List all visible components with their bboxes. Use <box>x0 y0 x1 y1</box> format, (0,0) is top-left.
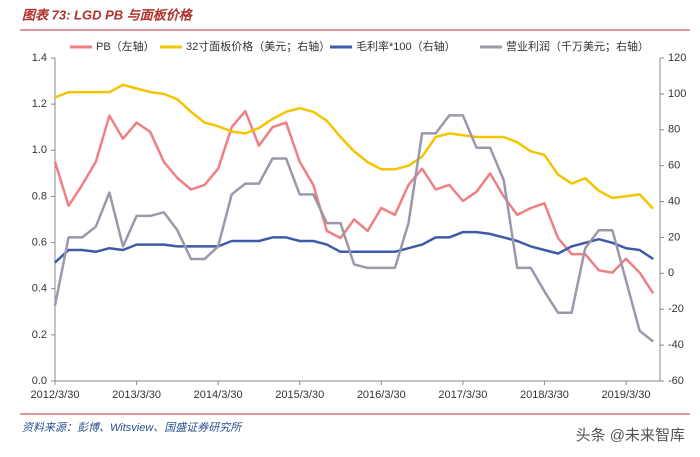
y2-tick-label: 100 <box>668 88 686 100</box>
y-tick-label: 1.2 <box>32 98 47 110</box>
y-tick-label: 0.8 <box>32 190 47 202</box>
watermark: 头条 @未来智库 <box>576 426 685 444</box>
series-line <box>54 230 654 264</box>
y2-tick-label: -60 <box>668 375 684 387</box>
y-tick-label: 0.0 <box>32 375 47 387</box>
y2-tick-label: 20 <box>668 231 680 243</box>
y2-tick-label: 40 <box>668 195 680 207</box>
legend-label: 毛利率*100（右轴） <box>356 39 456 53</box>
series-line <box>54 83 655 210</box>
x-tick-label: 2017/3/30 <box>438 389 487 401</box>
y2-tick-label: 120 <box>668 52 686 64</box>
x-tick-label: 2015/3/30 <box>275 389 324 401</box>
y-tick-label: 0.2 <box>32 329 47 341</box>
y2-tick-label: 0 <box>668 267 674 279</box>
y-tick-label: 0.4 <box>32 283 47 295</box>
y2-tick-label: -40 <box>668 339 684 351</box>
series-line <box>53 109 655 294</box>
x-tick-label: 2012/3/30 <box>31 389 80 401</box>
x-tick-label: 2019/3/30 <box>602 389 651 401</box>
y-tick-label: 1.4 <box>32 52 47 64</box>
series-line <box>53 114 654 343</box>
y2-tick-label: -20 <box>668 303 684 315</box>
source: 资料来源：彭博、Witsview、国盛证券研究所 <box>22 421 243 434</box>
y2-tick-label: 80 <box>668 124 680 136</box>
legend-label: 营业利润（千万美元；右轴） <box>506 39 649 53</box>
y-tick-label: 1.0 <box>32 144 47 156</box>
y2-tick-label: 60 <box>668 160 680 172</box>
x-tick-label: 2018/3/30 <box>520 389 569 401</box>
legend-label: PB（左轴） <box>96 39 155 53</box>
x-tick-label: 2013/3/30 <box>112 389 161 401</box>
x-tick-label: 2016/3/30 <box>357 389 406 401</box>
y-tick-label: 0.6 <box>32 236 47 248</box>
chart-title: 图表 73: LGD PB 与面板价格 <box>22 7 194 22</box>
legend-label: 32寸面板价格（美元；右轴） <box>186 39 330 53</box>
x-tick-label: 2014/3/30 <box>194 389 243 401</box>
